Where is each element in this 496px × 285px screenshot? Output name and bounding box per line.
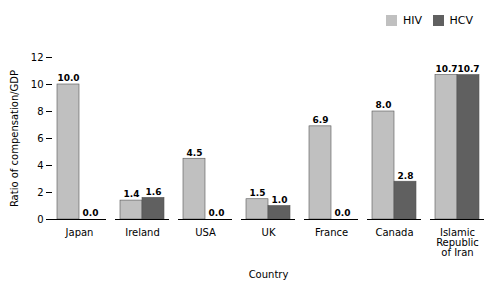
- svg-text:10.7: 10.7: [457, 63, 479, 73]
- svg-text:1.4: 1.4: [124, 189, 140, 199]
- svg-text:8.0: 8.0: [376, 100, 392, 110]
- svg-text:0.0: 0.0: [209, 208, 225, 218]
- svg-text:1.6: 1.6: [146, 186, 162, 196]
- svg-text:2: 2: [37, 186, 43, 197]
- svg-text:12: 12: [31, 51, 44, 62]
- svg-text:10: 10: [31, 78, 44, 89]
- svg-text:0.0: 0.0: [83, 208, 99, 218]
- svg-text:10.7: 10.7: [435, 63, 457, 73]
- svg-text:Canada: Canada: [375, 226, 413, 237]
- svg-text:6: 6: [37, 132, 43, 143]
- svg-text:Japan: Japan: [65, 226, 94, 237]
- svg-text:0: 0: [37, 213, 43, 224]
- svg-text:Country: Country: [249, 268, 289, 279]
- svg-text:1.0: 1.0: [272, 194, 288, 204]
- svg-text:USA: USA: [195, 226, 216, 237]
- svg-text:10.0: 10.0: [57, 73, 79, 83]
- svg-text:Ratio of compensation/GDP: Ratio of compensation/GDP: [9, 69, 20, 206]
- svg-text:IslamicRepublicof Iran: IslamicRepublicof Iran: [436, 226, 479, 257]
- svg-text:2.8: 2.8: [398, 170, 414, 180]
- svg-text:0.0: 0.0: [335, 208, 351, 218]
- svg-text:4.5: 4.5: [187, 147, 203, 157]
- html-text:HIV: HIV: [403, 14, 422, 27]
- svg-text:France: France: [315, 226, 348, 237]
- svg-text:6.9: 6.9: [313, 115, 329, 125]
- svg-text:1.5: 1.5: [250, 188, 266, 198]
- svg-text:Ireland: Ireland: [125, 226, 160, 237]
- svg-text:8: 8: [37, 105, 43, 116]
- svg-text:UK: UK: [262, 226, 276, 237]
- svg-text:4: 4: [37, 159, 43, 170]
- html-text:HCV: HCV: [449, 14, 473, 27]
